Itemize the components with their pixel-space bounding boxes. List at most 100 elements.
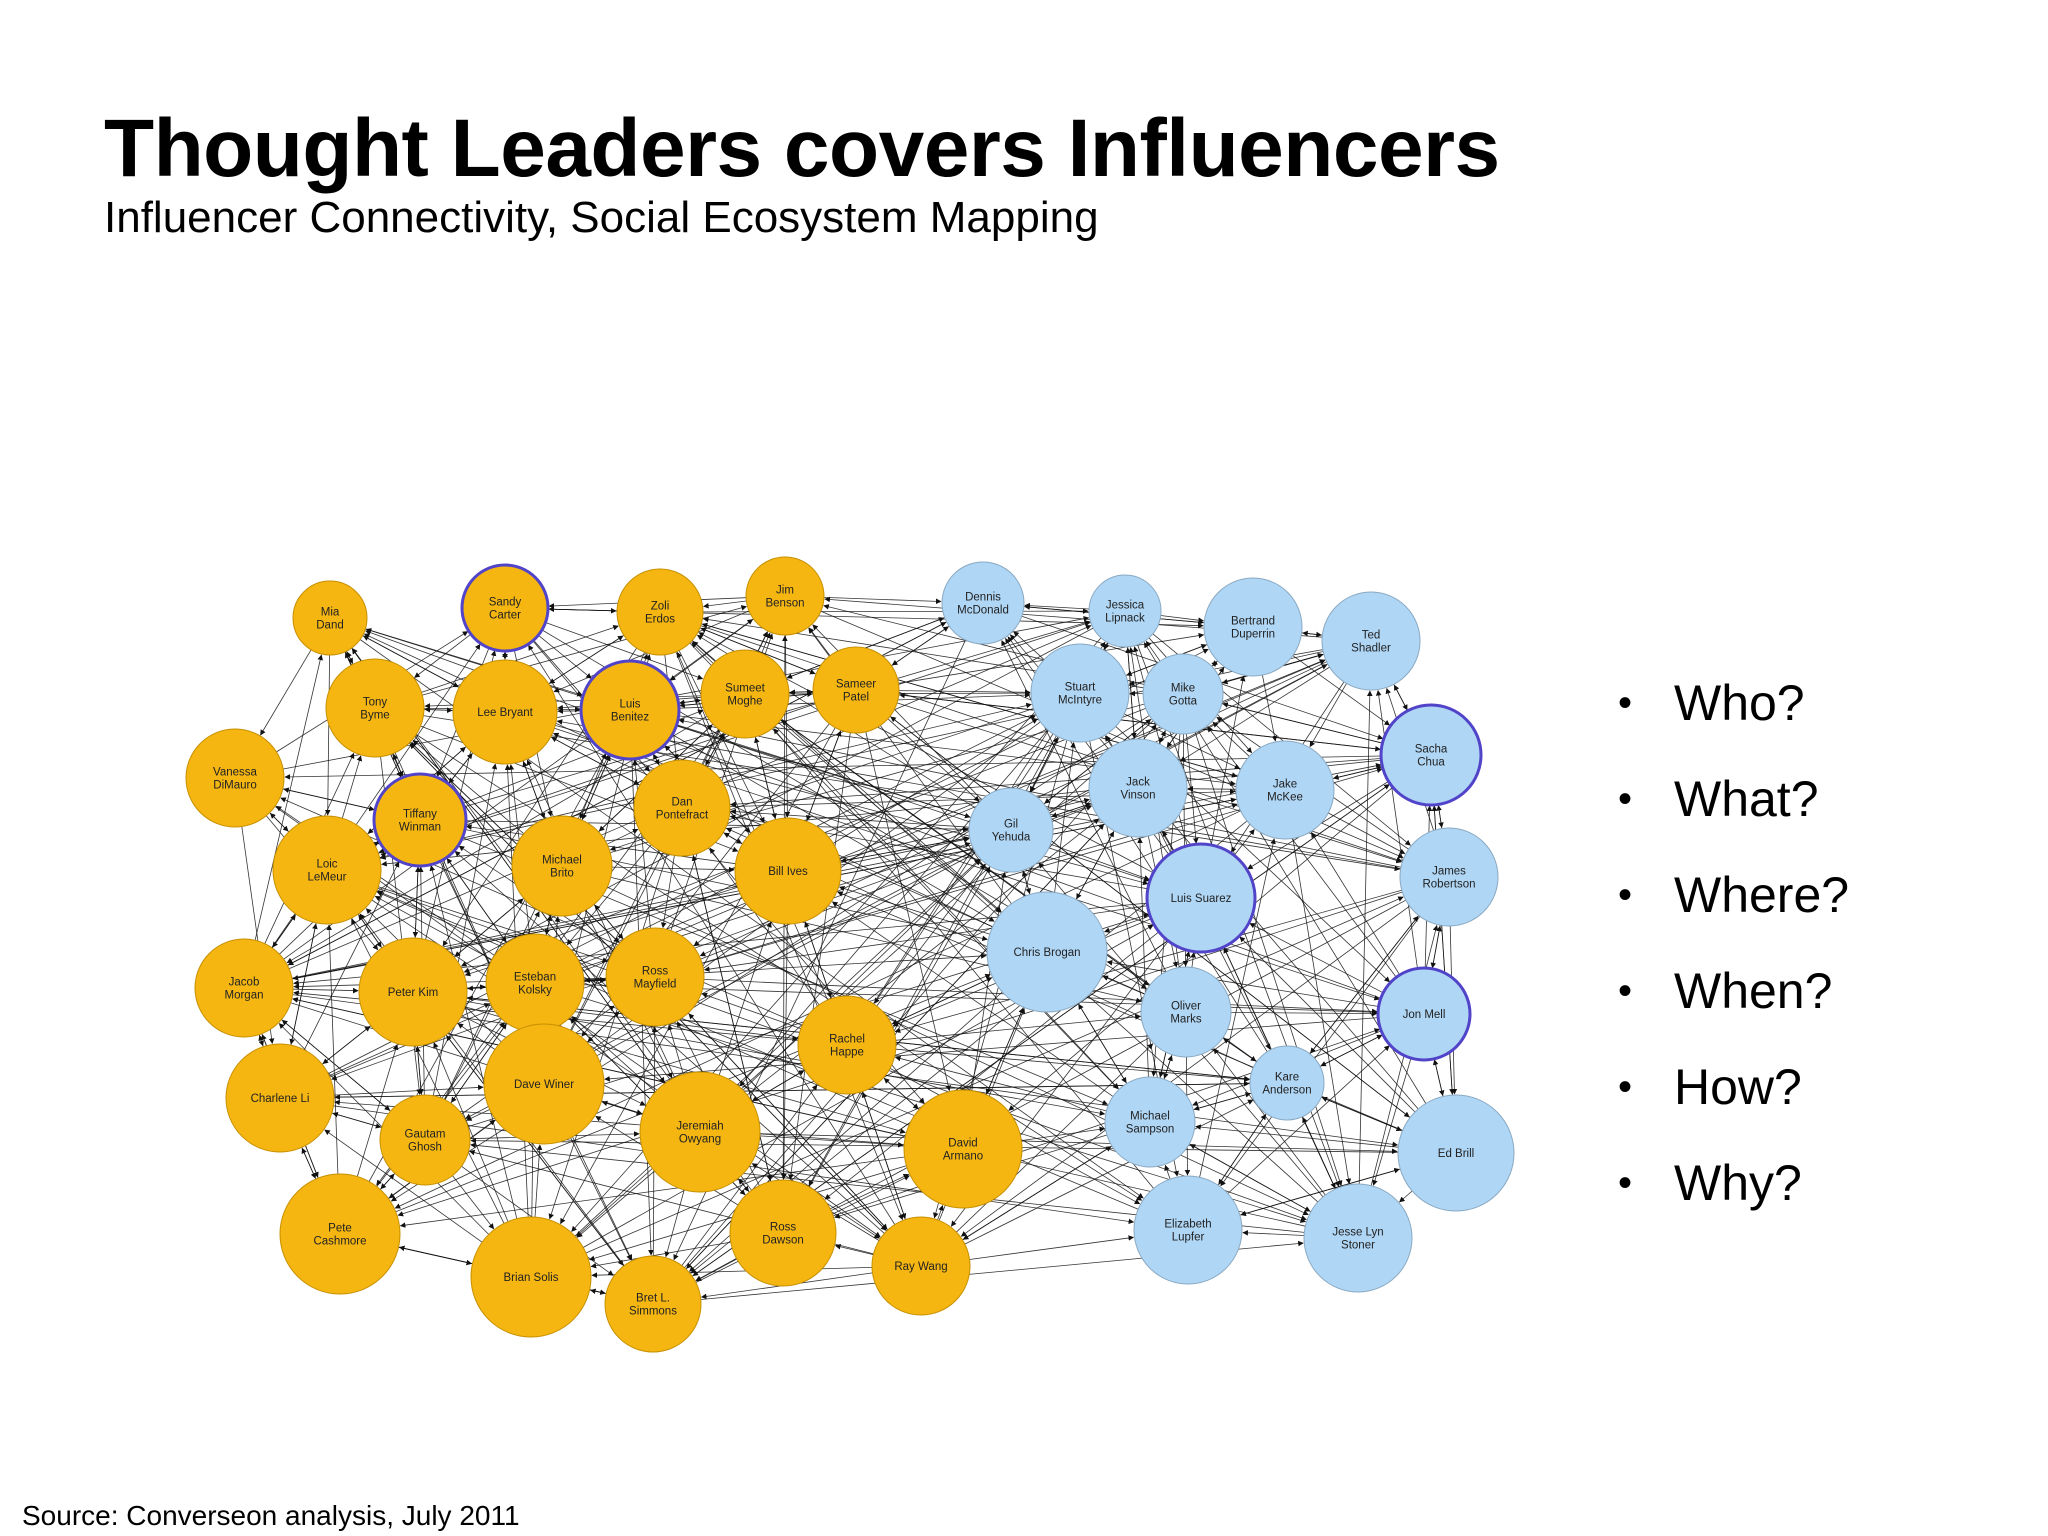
node-label: Patel [843, 692, 869, 704]
node-label: Jon Mell [1403, 1009, 1446, 1021]
network-edge [894, 1055, 1107, 1112]
network-edge [1242, 1230, 1305, 1236]
node-label: Lee Bryant [477, 707, 533, 719]
network-edge [632, 759, 651, 929]
node-label: Jim [776, 585, 794, 597]
node-circle [358, 937, 468, 1047]
network-node-bret: Bret L.Simmons [604, 1255, 702, 1353]
node-circle [633, 759, 731, 857]
network-node-bill: Bill Ives [734, 817, 842, 925]
node-label: Bill Ives [768, 866, 808, 878]
node-label: Vinson [1121, 790, 1156, 802]
network-edge [424, 706, 454, 713]
network-edge [415, 1046, 422, 1096]
network-edge [1195, 1124, 1399, 1148]
slide-subtitle: Influencer Connectivity, Social Ecosyste… [104, 193, 1099, 242]
network-edge [1013, 631, 1045, 660]
network-node-chris: Chris Brogan [986, 891, 1108, 1013]
bullet-icon: • [1618, 969, 1633, 1013]
network-edge [528, 644, 896, 1225]
slide-title: Thought Leaders covers Influencers [104, 103, 1500, 194]
node-label: Dawson [762, 1235, 804, 1247]
network-edge [414, 633, 472, 678]
network-edge [341, 755, 363, 819]
node-label: Rachel [829, 1034, 865, 1046]
node-label: McDonald [957, 605, 1009, 617]
network-edge [675, 651, 904, 1221]
node-circle [700, 649, 790, 739]
node-circle [272, 815, 382, 925]
question-text: Why? [1674, 1155, 1802, 1211]
network-edge [960, 905, 1410, 1237]
network-edge [1075, 831, 1115, 900]
network-edge [1239, 1168, 1400, 1216]
node-circle [225, 1043, 335, 1153]
node-label: Ray Wang [894, 1261, 947, 1273]
network-edge [969, 1235, 1135, 1260]
network-edge [1050, 802, 1092, 818]
source-note: Source: Converseon analysis, July 2011 [22, 1500, 520, 1531]
node-circle [1088, 574, 1162, 648]
node-label: David [948, 1138, 977, 1150]
network-edge [962, 1145, 1113, 1240]
network-edge [571, 1016, 656, 1093]
network-edge [556, 719, 1401, 869]
network-edge [538, 634, 592, 679]
network-edge [693, 903, 747, 947]
network-edge [1160, 615, 1204, 623]
network-edge [1190, 951, 1196, 968]
network-node-peter: Peter Kim [358, 937, 468, 1047]
node-label: Luis [619, 699, 640, 711]
node-circle [579, 659, 681, 761]
node-circle [797, 995, 897, 1095]
node-label: Sacha [1415, 744, 1448, 756]
network-edge [260, 649, 312, 736]
question-text: Where? [1674, 867, 1850, 923]
node-label: Winman [399, 822, 441, 834]
question-item: • Why? [1618, 1158, 1849, 1254]
node-label: Duperrin [1231, 629, 1275, 641]
bullet-icon: • [1618, 873, 1633, 917]
network-node-jon: Jon Mell [1376, 966, 1472, 1062]
node-circle [968, 787, 1054, 873]
network-edge [611, 866, 735, 873]
network-edge [548, 853, 668, 1220]
network-edge [301, 1147, 317, 1180]
network-edge [964, 1099, 1254, 1245]
node-label: Esteban [514, 972, 556, 984]
node-label: Yehuda [992, 832, 1031, 844]
network-edge [448, 753, 473, 785]
network-edge [703, 600, 747, 609]
network-edge [898, 689, 1031, 696]
node-label: Chua [1417, 757, 1445, 769]
network-edge [937, 1204, 944, 1221]
network-edge [887, 718, 980, 802]
network-edge [1319, 1034, 1383, 1067]
node-label: Jeremiah [676, 1121, 723, 1133]
node-circle [639, 1071, 761, 1193]
node-circle [812, 646, 900, 734]
network-edge [1162, 830, 1175, 852]
node-label: Ghosh [408, 1142, 442, 1154]
node-label: Michael [1130, 1111, 1170, 1123]
network-edge [446, 857, 508, 944]
network-node-lee: Lee Bryant [452, 659, 558, 765]
node-label: DiMauro [213, 780, 256, 792]
node-label: McKee [1267, 792, 1303, 804]
network-edge [586, 1011, 620, 1043]
node-label: Tiffany [403, 809, 437, 821]
node-label: Ross [770, 1222, 796, 1234]
network-edge [739, 729, 1049, 1087]
node-label: Benson [765, 598, 804, 610]
network-edge [823, 597, 942, 605]
network-edge [874, 733, 1054, 1004]
network-edge [334, 1083, 1251, 1100]
